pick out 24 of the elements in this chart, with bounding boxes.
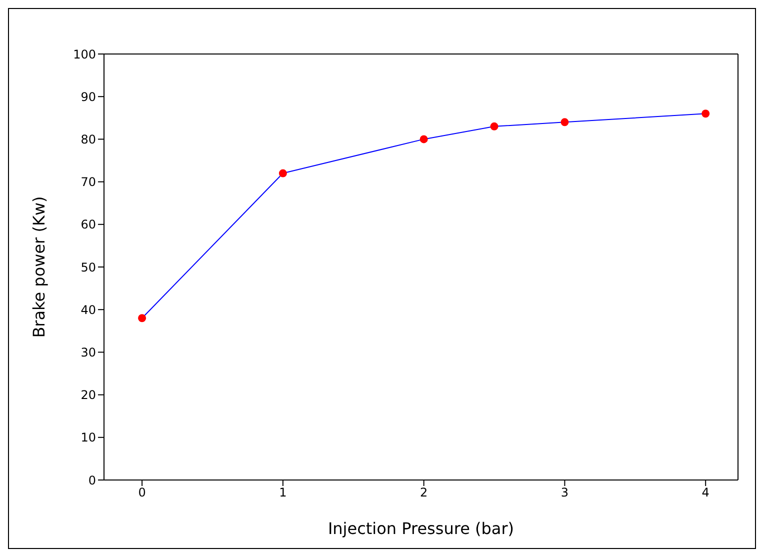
y-tick-label: 0 (88, 473, 96, 488)
y-tick-label: 100 (73, 47, 96, 62)
point (560, 118, 569, 126)
y-tick-label: 30 (80, 345, 96, 360)
x-tick-label: 0 (138, 486, 146, 500)
x-tick-label: 4 (702, 486, 710, 500)
x-tick-label: 2 (420, 486, 428, 500)
point (420, 135, 428, 144)
y-tick-label: 10 (80, 430, 96, 445)
y-tick-label: 40 (80, 302, 96, 317)
point (138, 314, 146, 322)
y-tick-label: 80 (80, 132, 96, 146)
y-tick-label: 60 (80, 218, 96, 232)
x-tick-label: 1 (279, 486, 287, 500)
y-tick-label: 90 (80, 90, 96, 104)
x-axis-title: Injection Pressure (bar) (328, 519, 514, 538)
y-tick-label: 70 (80, 175, 96, 190)
point (490, 122, 498, 130)
point (278, 169, 287, 178)
y-tick-label: 20 (80, 388, 96, 402)
y-tick-label: 50 (80, 260, 96, 274)
y-axis-title: Brake power (Kw) (30, 196, 49, 338)
x-tick-label: 3 (560, 486, 569, 500)
point (702, 110, 710, 118)
